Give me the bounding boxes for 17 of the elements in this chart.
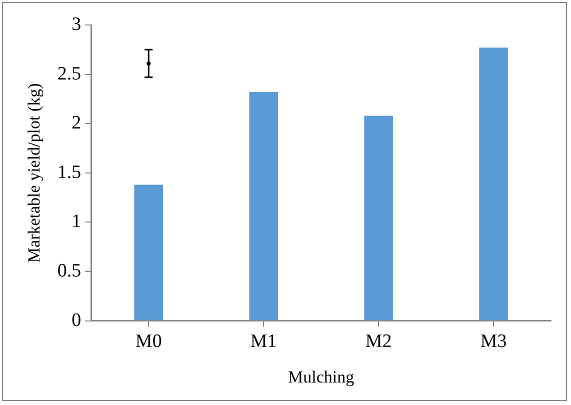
x-tick-label: M1 bbox=[250, 331, 277, 352]
y-axis-title: Marketable yield/plot (kg) bbox=[24, 83, 44, 263]
x-tick-label: M0 bbox=[135, 331, 162, 352]
y-tick-label: 3 bbox=[72, 14, 82, 35]
y-tick-label: 1.5 bbox=[57, 162, 82, 183]
bar bbox=[134, 184, 163, 320]
x-tick-label: M2 bbox=[365, 331, 392, 352]
y-tick-label: 2 bbox=[72, 112, 82, 134]
y-tick-label: 0.5 bbox=[57, 260, 82, 282]
bar bbox=[479, 48, 508, 320]
y-tick-label: 0 bbox=[72, 310, 82, 331]
x-axis-title: Mulching bbox=[288, 367, 355, 386]
y-tick-label: 2.5 bbox=[57, 63, 82, 84]
x-tick-label: M3 bbox=[480, 331, 507, 352]
bar bbox=[249, 92, 278, 320]
bar bbox=[364, 116, 393, 320]
y-tick-label: 1 bbox=[72, 211, 82, 232]
